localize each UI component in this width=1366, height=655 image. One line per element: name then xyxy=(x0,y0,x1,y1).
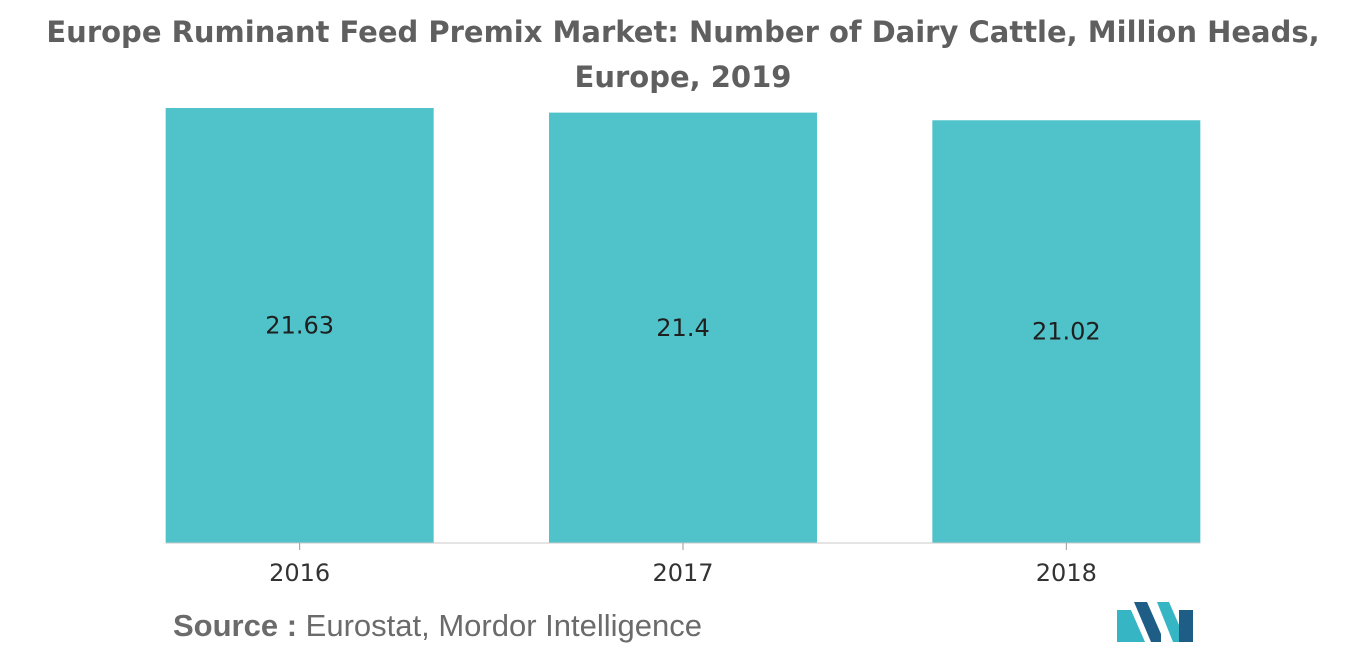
bars-group xyxy=(165,108,1201,543)
logo-shape-right-bar xyxy=(1179,610,1193,642)
x-tick-label-2016: 2016 xyxy=(269,559,330,587)
source-note: Source : Eurostat, Mordor Intelligence xyxy=(173,606,702,646)
data-labels-group: 21.63 21.4 21.02 xyxy=(265,312,1100,346)
chart-title: Europe Ruminant Feed Premix Market: Numb… xyxy=(46,15,1320,94)
x-axis-ticks: 2016 2017 2018 xyxy=(269,543,1097,587)
x-tick-label-2018: 2018 xyxy=(1036,559,1097,587)
source-label: Source : xyxy=(173,608,298,643)
logo-shape-right-slant xyxy=(1157,602,1183,642)
source-text: Eurostat, Mordor Intelligence xyxy=(305,608,702,643)
bar-2018 xyxy=(932,120,1201,543)
bar-2016 xyxy=(165,108,434,543)
logo-shape-left xyxy=(1117,610,1145,642)
data-label-2016: 21.63 xyxy=(265,312,334,340)
data-label-2017: 21.4 xyxy=(656,314,709,342)
bar-2017 xyxy=(549,112,817,543)
mordor-intelligence-logo-icon xyxy=(1117,602,1193,642)
logo-shape-middle xyxy=(1134,602,1161,642)
data-label-2018: 21.02 xyxy=(1032,318,1101,346)
x-tick-label-2017: 2017 xyxy=(652,559,713,587)
